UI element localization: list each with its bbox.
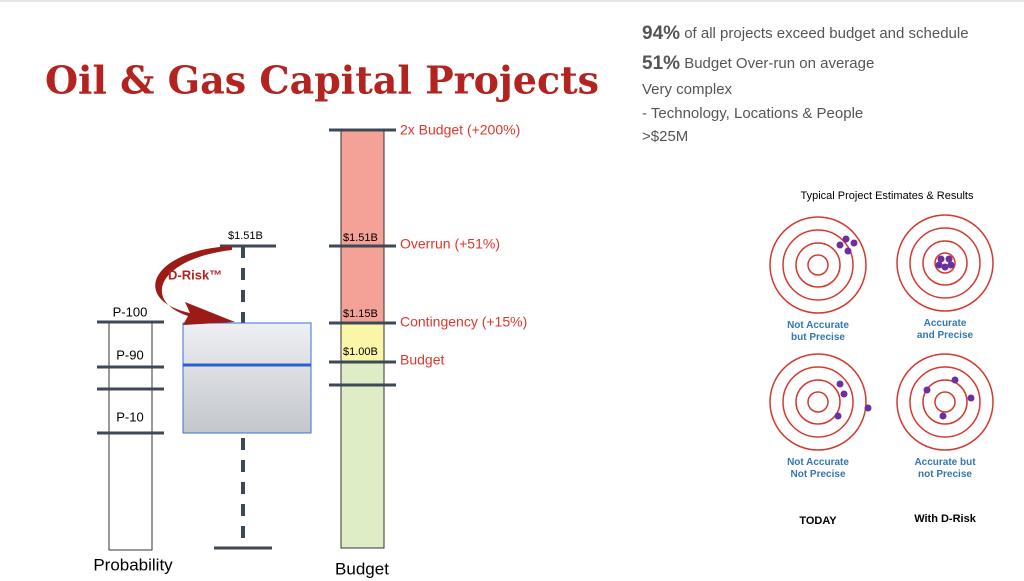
shot: [939, 412, 947, 420]
amount: $1.15B: [343, 308, 378, 320]
budget-zone: [340, 361, 385, 549]
target-label-line: and Precise: [917, 330, 974, 341]
target-label: Accurate and Precise: [917, 318, 974, 341]
target-label: Accurate but not Precise: [914, 457, 976, 480]
shot: [864, 404, 872, 412]
shot: [941, 263, 949, 271]
shot: [945, 255, 953, 263]
probability-column: [108, 321, 153, 551]
target-ring: [922, 240, 968, 286]
target-ring: [782, 366, 854, 438]
target-ring: [807, 254, 829, 276]
target-ring: [934, 252, 956, 274]
level-label: Overrun (+51%): [400, 236, 500, 252]
level-label: P-90: [116, 347, 143, 362]
contingency-zone: [340, 322, 385, 363]
shot: [842, 235, 850, 243]
shot: [951, 376, 959, 384]
level-label: Budget: [400, 352, 444, 368]
target-ring: [769, 353, 867, 451]
shot: [834, 412, 842, 420]
title: Oil & Gas Capital Projects: [45, 58, 599, 103]
fact-text: Budget Over-run on average: [680, 55, 874, 72]
shot: [947, 261, 955, 269]
target-label: Not Accurate but Precise: [787, 320, 849, 343]
level-label: 2x Budget (+200%): [400, 122, 520, 138]
target-ring: [795, 379, 841, 425]
target-ring: [807, 391, 829, 413]
amount: $1.51B: [228, 230, 263, 242]
shot: [844, 247, 852, 255]
fact-text: >$25M: [642, 128, 688, 145]
overrun-zone: [340, 129, 385, 324]
estimate-box: [182, 322, 312, 434]
shot: [836, 241, 844, 249]
target-label-line: Not Precise: [790, 469, 845, 480]
target-ring: [782, 229, 854, 301]
shot: [840, 390, 848, 398]
level-label: P-100: [113, 304, 148, 319]
target-label-line: not Precise: [918, 469, 972, 480]
shot: [923, 386, 931, 394]
target-label-line: Not Accurate: [787, 457, 849, 468]
shot: [836, 380, 844, 388]
target-ring: [896, 353, 994, 451]
fact: 51% Budget Over-run on average: [642, 53, 874, 74]
column-label: With D-Risk: [914, 513, 977, 525]
target-label-line: Not Accurate: [787, 320, 849, 331]
fact-text: - Technology, Locations & People: [642, 105, 863, 122]
targets-title: Typical Project Estimates & Results: [800, 190, 974, 202]
target-label-line: Accurate: [924, 318, 967, 329]
fact-figure: 94%: [642, 23, 680, 44]
budget-ticks: [329, 128, 396, 387]
level-label: Contingency (+15%): [400, 314, 527, 330]
fact-text: of all projects exceed budget and schedu…: [680, 25, 969, 42]
column-label: TODAY: [799, 515, 837, 527]
level-label: P-10: [116, 409, 143, 424]
axis-label: Probability: [93, 555, 173, 574]
target-label-line: but Precise: [791, 332, 845, 343]
target-ring: [795, 242, 841, 288]
shot: [935, 261, 943, 269]
fact-figure: 51%: [642, 53, 680, 74]
target-ring: [922, 379, 968, 425]
arrow-label: D-Risk™: [168, 267, 222, 282]
target-ring: [934, 391, 956, 413]
shot: [850, 239, 858, 247]
target-label-line: Accurate but: [914, 457, 976, 468]
fact: 94% of all projects exceed budget and sc…: [642, 23, 969, 44]
amount: $1.00B: [343, 346, 378, 358]
target-label: Not Accurate Not Precise: [787, 457, 849, 480]
shot: [937, 255, 945, 263]
target-ring: [896, 214, 994, 312]
shot: [967, 394, 975, 402]
probability-ticks: [97, 320, 164, 435]
amount: $1.51B: [343, 232, 378, 244]
axis-label: Budget: [335, 559, 389, 578]
target-ring: [909, 366, 981, 438]
d-risk-arrow: [155, 246, 235, 325]
fact-text: Very complex: [642, 81, 733, 98]
target-ring: [909, 227, 981, 299]
target-ring: [769, 216, 867, 314]
